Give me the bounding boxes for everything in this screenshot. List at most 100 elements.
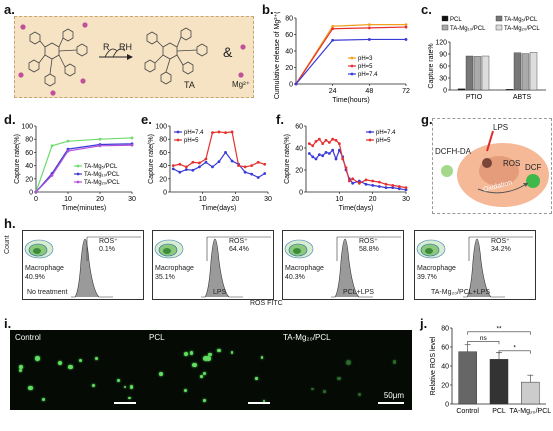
fluorescent-cell (203, 355, 209, 361)
scale-bar-label: 50μm (383, 391, 404, 400)
reaction-r-label: R (103, 42, 110, 52)
legend-swatch (495, 15, 503, 22)
data-point (211, 165, 214, 169)
flow-plot-graphic (24, 236, 141, 298)
bar (521, 53, 530, 91)
bar (457, 88, 466, 91)
x-tick-label: 30 (128, 196, 136, 203)
significance-label: * (513, 344, 516, 351)
bar (505, 88, 514, 91)
micrograph-label: PCL (149, 333, 165, 342)
x-tick-label: 0 (34, 196, 38, 203)
y-tick-label: 100 (21, 124, 33, 131)
series-line (295, 38, 406, 85)
data-point (347, 179, 351, 183)
micrograph-control: Control (10, 330, 144, 410)
data-point (384, 186, 388, 189)
fluorescent-cell (189, 351, 194, 355)
legend-label: pH=3 (358, 56, 373, 62)
x-tick-label: 20 (96, 196, 104, 203)
panel-label-b: b. (262, 2, 274, 17)
data-point (204, 157, 208, 161)
legend-swatch (495, 24, 503, 31)
legend-label: TA-Mg₅/PCL (504, 17, 538, 23)
panel-label-j: j. (420, 316, 428, 331)
data-point (341, 157, 345, 161)
data-point (321, 142, 325, 145)
fluorescent-cell (18, 364, 23, 369)
legend-label: pH=5 (376, 138, 391, 144)
bar (521, 381, 540, 405)
data-point (34, 190, 38, 194)
legend-label: PCL (450, 17, 462, 23)
data-point (324, 138, 328, 142)
chart-j: 0 20 40 60 80 Relative ROS level Control PCL TA-… (430, 325, 551, 415)
data-point (404, 188, 408, 192)
y-tick-label: 100 (155, 124, 167, 131)
data-point (171, 164, 175, 167)
y-tick-label: 60 (25, 150, 33, 157)
data-point (344, 166, 348, 170)
data-point (250, 164, 254, 167)
y-tick-label: 0 (445, 402, 449, 409)
flow-cytometry-row: Count ROS⁺ 0.1% Macrophage 40.9% No treatmen… (0, 226, 553, 316)
x-tick-label: ABTS (513, 94, 532, 101)
x-tick-label: PTIO (466, 94, 483, 101)
macrophage-value: 40.3% (285, 274, 305, 281)
legend-marker (176, 138, 180, 142)
flow-plot-graphic (154, 236, 271, 298)
x-axis-label: Time(minutes) (62, 205, 106, 212)
data-point (311, 155, 315, 159)
y-tick-label: 0 (29, 190, 33, 197)
macrophage-value: 39.7% (417, 274, 437, 281)
y-tick-label: 60 (295, 124, 303, 131)
ros-positive-label: ROS⁺ (491, 238, 510, 245)
fluorescent-cell (67, 364, 73, 370)
fluorescent-cell (128, 396, 131, 400)
y-tick-label: 60 (441, 345, 449, 352)
x-axis-label: Time(hours) (332, 97, 369, 104)
data-point (327, 152, 331, 155)
flow-plot: ROS⁺ 64.4% Macrophage 35.1% LPS (152, 230, 274, 300)
legend-label: TA-Mg₂₀/PCL (84, 180, 120, 186)
data-point (404, 186, 408, 189)
data-point (404, 25, 408, 29)
panel-label-f: f. (276, 112, 284, 127)
fluorescent-cell (42, 398, 46, 401)
significance-bracket (467, 331, 531, 335)
data-point (307, 142, 311, 145)
legend-label: pH=7.4 (376, 130, 396, 136)
y-tick-label: 40 (25, 163, 33, 170)
data-point (334, 157, 338, 161)
macrophage-value: 35.1% (155, 274, 175, 281)
data-point (404, 38, 408, 41)
panel-label-c: c. (421, 2, 432, 17)
data-point (66, 149, 70, 153)
legend-label: TA-Mg₂₀/PCL (504, 26, 540, 32)
data-point (314, 157, 318, 161)
data-point (184, 165, 188, 169)
histogram-peak (463, 238, 505, 298)
micrograph-label: TA-Mg₂₀/PCL (283, 333, 331, 342)
flow-plot-graphic (416, 236, 533, 298)
mg-ion-label: Mg²⁺ (232, 80, 250, 89)
y-tick-label: 40 (441, 364, 449, 371)
x-tick-label: TA-Mg₂₀/PCL (509, 408, 551, 415)
scale-bar (114, 402, 136, 404)
bar (489, 359, 509, 405)
y-tick-label: 80 (285, 16, 293, 23)
data-point (263, 162, 267, 166)
ros-positive-label: ROS⁺ (359, 238, 378, 245)
x-tick-label: 10 (199, 196, 207, 203)
data-point (364, 182, 368, 186)
histogram-peak (331, 238, 373, 298)
data-point (224, 131, 227, 134)
fluorescent-cell (123, 385, 126, 388)
data-point (294, 82, 298, 86)
legend-marker (176, 130, 180, 134)
data-point (256, 176, 260, 179)
data-point (391, 186, 395, 189)
legend-label: pH=7.4 (358, 72, 378, 78)
fluorescent-cell (203, 399, 206, 402)
chart-d: 0 20 40 60 80 100 0 10 20 30 Capture rate(%) Time(m… (14, 124, 136, 213)
